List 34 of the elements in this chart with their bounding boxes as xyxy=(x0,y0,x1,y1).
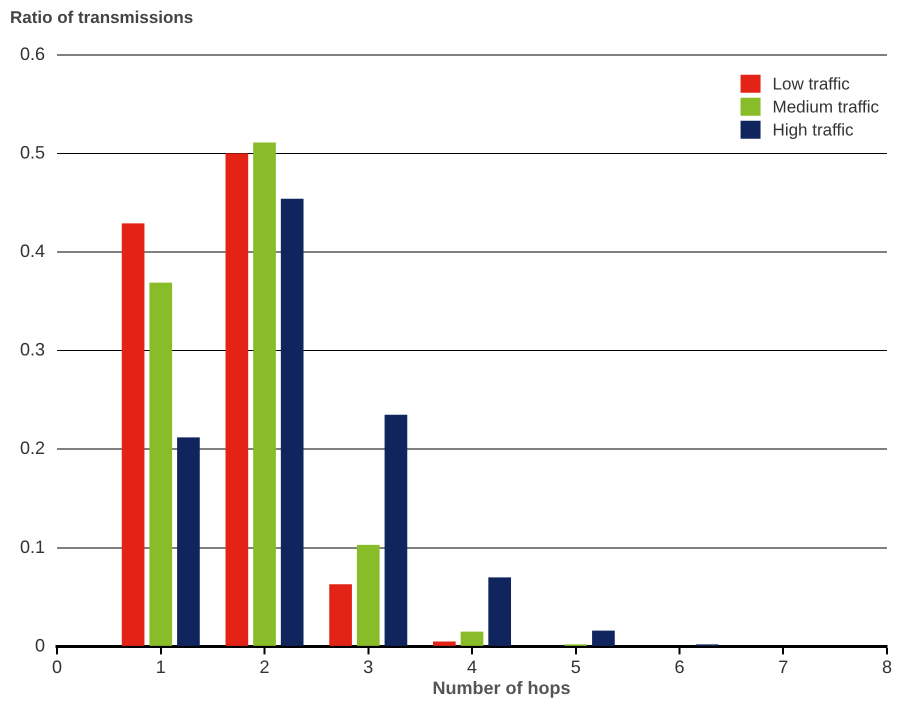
bar xyxy=(122,223,144,646)
x-axis-title: Number of hops xyxy=(432,678,572,699)
x-tick-label: 5 xyxy=(570,657,581,678)
bar xyxy=(280,198,304,646)
y-tick-label: 0.5 xyxy=(20,142,46,162)
bar xyxy=(433,641,456,646)
x-tick-label: 3 xyxy=(363,657,374,678)
bar xyxy=(356,544,380,646)
legend-label: Low traffic xyxy=(772,74,850,94)
bar xyxy=(329,584,352,646)
x-tick-label: 0 xyxy=(52,657,62,678)
bar xyxy=(177,437,200,646)
bar xyxy=(460,632,484,646)
x-tick-label: 1 xyxy=(156,657,166,678)
x-tick-label: 6 xyxy=(674,657,685,678)
bar xyxy=(149,282,172,646)
legend-label: High traffic xyxy=(772,120,854,140)
x-tick-label: 4 xyxy=(467,657,478,678)
bar xyxy=(384,414,408,646)
y-tick-label: 0.4 xyxy=(20,240,46,261)
bar xyxy=(488,577,512,646)
y-tick-label: 0.1 xyxy=(20,536,46,557)
bar xyxy=(592,630,615,646)
y-tick-label: 0.2 xyxy=(20,438,46,458)
legend-label: Medium traffic xyxy=(772,97,880,116)
x-tick-label: 2 xyxy=(260,657,270,678)
y-axis-title: Ratio of transmissions xyxy=(10,8,194,29)
x-tick-label: 7 xyxy=(778,657,788,678)
y-tick-label: 0 xyxy=(35,635,46,656)
x-tick-label: 8 xyxy=(882,657,892,678)
bar xyxy=(253,142,276,646)
y-tick-label: 0.6 xyxy=(20,44,46,64)
bar xyxy=(226,153,248,646)
y-tick-label: 0.3 xyxy=(20,340,46,360)
